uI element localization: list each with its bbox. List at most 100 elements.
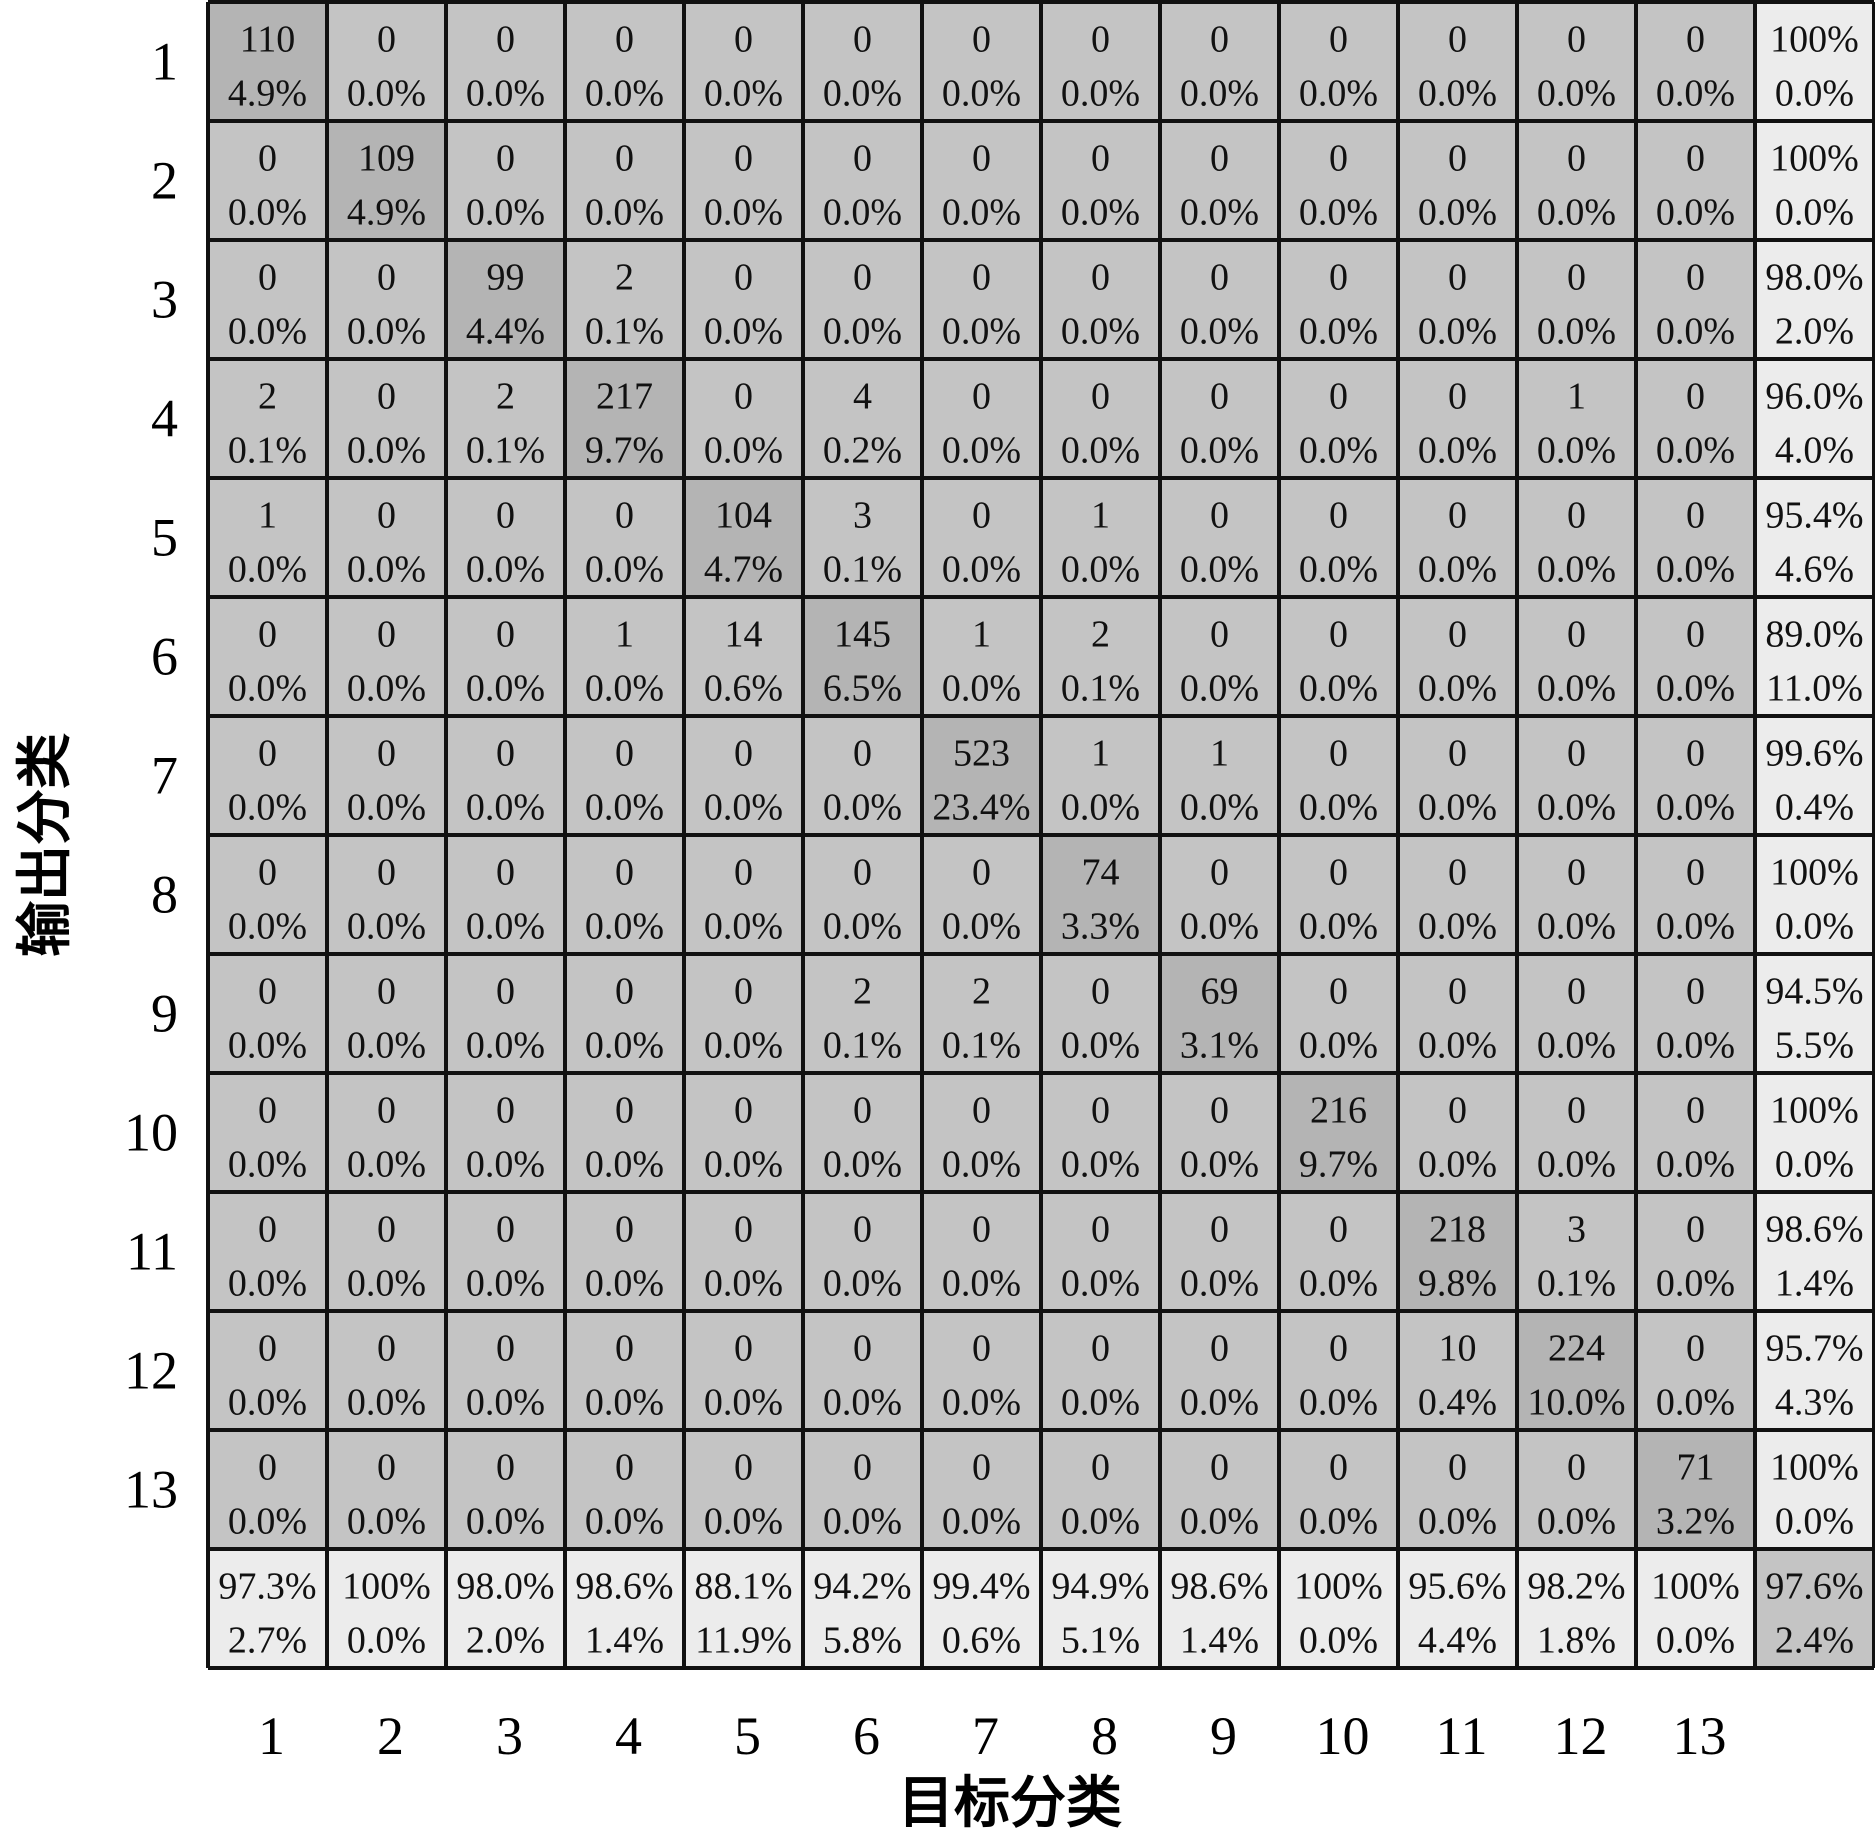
matrix-cell-percent: 0.0% xyxy=(823,1501,902,1543)
matrix-cell-percent: 0.1% xyxy=(228,430,307,472)
matrix-cell-percent: 0.0% xyxy=(228,192,307,234)
column-summary-cell xyxy=(1398,1549,1517,1668)
column-summary-cell-count: 97.3% xyxy=(218,1566,316,1608)
matrix-cell-count: 2 xyxy=(496,376,515,418)
row-summary-cell-count: 94.5% xyxy=(1765,971,1863,1013)
matrix-cell-percent: 0.1% xyxy=(585,311,664,353)
matrix-cell-percent: 0.0% xyxy=(466,1144,545,1186)
matrix-cell-percent: 9.7% xyxy=(1299,1144,1378,1186)
matrix-cell-count: 0 xyxy=(1686,376,1705,418)
matrix-cell xyxy=(565,1311,684,1430)
matrix-cell-count: 0 xyxy=(1329,138,1348,180)
matrix-cell-count: 0 xyxy=(1329,19,1348,61)
row-summary-cell-count: 100% xyxy=(1770,1090,1859,1132)
matrix-cell-percent: 6.5% xyxy=(823,668,902,710)
matrix-cell xyxy=(1041,478,1160,597)
matrix-cell-percent: 0.0% xyxy=(1299,73,1378,115)
matrix-cell xyxy=(1279,478,1398,597)
matrix-cell-count: 0 xyxy=(1686,614,1705,656)
matrix-cell-percent: 0.0% xyxy=(823,73,902,115)
matrix-cell-count: 0 xyxy=(1448,257,1467,299)
row-summary-cell-percent: 2.0% xyxy=(1775,311,1854,353)
matrix-cell-count: 0 xyxy=(1091,19,1110,61)
matrix-cell xyxy=(446,954,565,1073)
column-summary-cell-count: 98.6% xyxy=(1170,1566,1268,1608)
overall-accuracy-cell xyxy=(1755,1549,1874,1668)
matrix-cell-count: 217 xyxy=(596,376,653,418)
column-summary-cell xyxy=(327,1549,446,1668)
column-summary-cell xyxy=(446,1549,565,1668)
matrix-cell-percent: 0.0% xyxy=(1537,906,1616,948)
matrix-cell-percent: 0.0% xyxy=(1656,787,1735,829)
matrix-cell xyxy=(1636,121,1755,240)
matrix-cell xyxy=(1041,1311,1160,1430)
y-tick-label: 7 xyxy=(151,746,178,806)
matrix-cell-percent: 0.0% xyxy=(1061,1382,1140,1424)
matrix-cell-count: 0 xyxy=(1686,19,1705,61)
matrix-cell-count: 0 xyxy=(377,733,396,775)
column-summary-cell-percent: 0.6% xyxy=(942,1620,1021,1662)
matrix-cell-percent: 0.0% xyxy=(585,906,664,948)
x-tick-label: 7 xyxy=(972,1706,999,1766)
matrix-cell xyxy=(1398,478,1517,597)
matrix-cell xyxy=(1279,597,1398,716)
matrix-cell-percent: 0.1% xyxy=(823,549,902,591)
x-tick-label: 3 xyxy=(496,1706,523,1766)
matrix-cell-percent: 0.0% xyxy=(585,1025,664,1067)
matrix-cell-count: 0 xyxy=(377,257,396,299)
matrix-cell-count: 0 xyxy=(496,1209,515,1251)
matrix-cell-count: 0 xyxy=(1686,495,1705,537)
matrix-cell xyxy=(1636,597,1755,716)
matrix-cell xyxy=(1517,2,1636,121)
matrix-cell xyxy=(1517,835,1636,954)
matrix-cell xyxy=(1398,597,1517,716)
matrix-cell xyxy=(1636,359,1755,478)
matrix-cell-percent: 0.0% xyxy=(704,1501,783,1543)
matrix-cell xyxy=(446,121,565,240)
matrix-cell-percent: 0.0% xyxy=(1418,668,1497,710)
matrix-cell-percent: 0.0% xyxy=(823,787,902,829)
row-summary-cell-count: 100% xyxy=(1770,852,1859,894)
matrix-cell-percent: 3.1% xyxy=(1180,1025,1259,1067)
matrix-cell-percent: 0.0% xyxy=(1418,906,1497,948)
matrix-cell xyxy=(922,1192,1041,1311)
matrix-cell-count: 0 xyxy=(377,19,396,61)
matrix-cell xyxy=(1041,597,1160,716)
matrix-cell-percent: 0.0% xyxy=(1418,1501,1497,1543)
matrix-cell xyxy=(922,1430,1041,1549)
matrix-cell xyxy=(1398,1311,1517,1430)
matrix-cell xyxy=(922,121,1041,240)
matrix-cell-labels: 1104.9%00.0%00.0%00.0%00.0%00.0%00.0%00.… xyxy=(218,19,1863,1662)
matrix-cell xyxy=(327,597,446,716)
row-summary-cell xyxy=(1755,1073,1874,1192)
matrix-cell-count: 0 xyxy=(258,1447,277,1489)
matrix-cell-percent: 0.0% xyxy=(1061,1263,1140,1305)
matrix-cell-percent: 0.0% xyxy=(1299,1263,1378,1305)
matrix-cell-count: 110 xyxy=(240,19,296,61)
matrix-cell xyxy=(1279,1192,1398,1311)
matrix-cell-count: 0 xyxy=(1448,1090,1467,1132)
matrix-cell-count: 0 xyxy=(1329,614,1348,656)
matrix-cell-percent: 0.0% xyxy=(228,1501,307,1543)
x-tick-label: 2 xyxy=(377,1706,404,1766)
matrix-cell xyxy=(565,478,684,597)
matrix-cell-count: 0 xyxy=(1329,1328,1348,1370)
matrix-cell-percent: 0.0% xyxy=(1656,73,1735,115)
matrix-cell-count: 0 xyxy=(377,1447,396,1489)
matrix-cell xyxy=(327,1073,446,1192)
matrix-cell-count: 0 xyxy=(615,733,634,775)
row-summary-cell xyxy=(1755,240,1874,359)
matrix-cell-count: 0 xyxy=(1567,971,1586,1013)
matrix-cell-count: 71 xyxy=(1677,1447,1715,1489)
matrix-cell-count: 1 xyxy=(1567,376,1586,418)
matrix-cell-percent: 0.0% xyxy=(1537,1144,1616,1186)
x-tick-label: 8 xyxy=(1091,1706,1118,1766)
matrix-cell xyxy=(1517,478,1636,597)
matrix-cell xyxy=(565,1192,684,1311)
matrix-cell xyxy=(1398,835,1517,954)
matrix-cell-count: 0 xyxy=(1567,495,1586,537)
matrix-cell-percent: 0.0% xyxy=(1656,1263,1735,1305)
column-summary-cell-count: 88.1% xyxy=(694,1566,792,1608)
matrix-cell-percent: 0.0% xyxy=(1537,787,1616,829)
matrix-cell xyxy=(1398,954,1517,1073)
